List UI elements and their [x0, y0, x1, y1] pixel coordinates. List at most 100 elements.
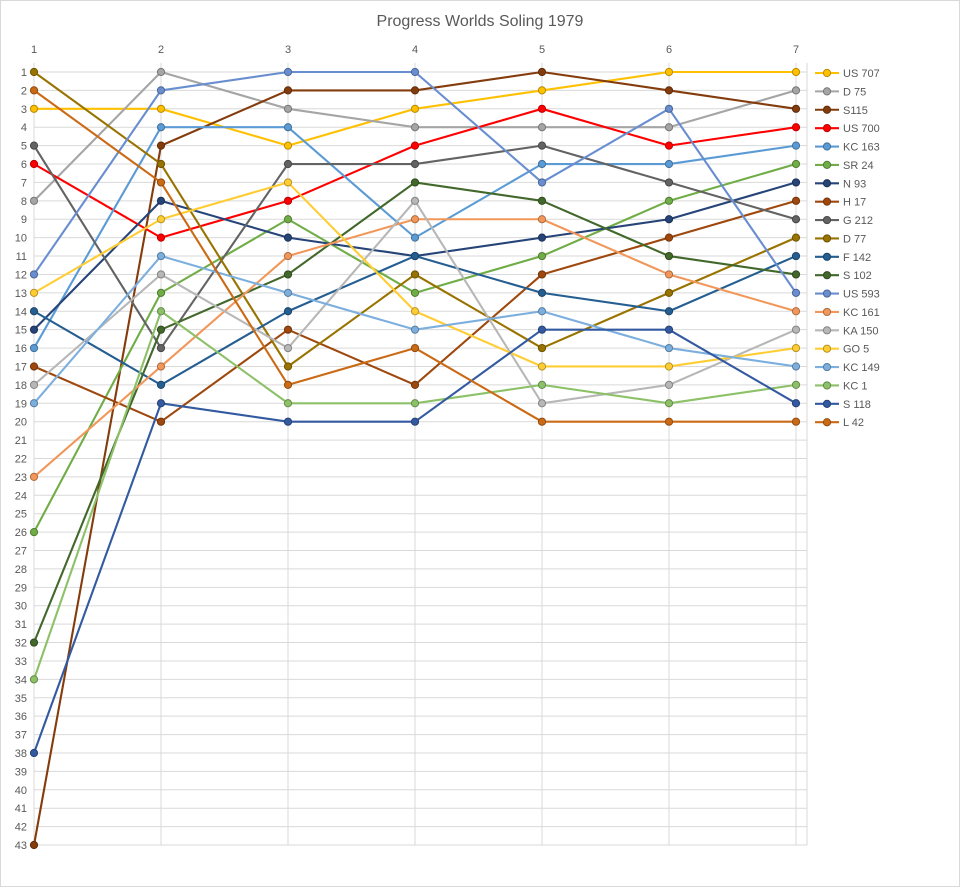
y-tick-label: 20: [15, 417, 27, 429]
legend-label: S 118: [843, 399, 871, 411]
legend-swatch-marker: [822, 215, 832, 225]
data-point-kc-1: [283, 399, 293, 408]
data-point-d-75: [410, 123, 420, 132]
legend-item-g-212: G 212: [815, 215, 873, 227]
legend-swatch-marker: [822, 179, 832, 188]
legend-swatch-marker: [822, 160, 832, 169]
data-point-ka-150: [29, 380, 39, 389]
data-point-kc-161: [664, 270, 674, 279]
legend-label: D 75: [843, 86, 866, 98]
data-point-s115: [537, 67, 547, 77]
data-point-go-5: [410, 307, 420, 316]
chart-title: Progress Worlds Soling 1979: [377, 13, 584, 30]
y-tick-label: 3: [21, 104, 27, 116]
legend-swatch-marker: [822, 344, 832, 353]
data-point-us-593: [283, 67, 293, 77]
legend-item-sr-24: SR 24: [815, 160, 874, 172]
legend-item-go-5: GO 5: [815, 344, 869, 356]
series-layer: [29, 67, 801, 850]
legend-swatch-marker: [822, 105, 832, 114]
data-point-s-102: [29, 638, 39, 647]
legend-swatch-marker: [822, 326, 832, 335]
legend-label: D 77: [843, 233, 866, 245]
legend-label: GO 5: [843, 344, 869, 356]
legend-item-ka-150: KA 150: [815, 325, 878, 337]
y-tick-label: 16: [15, 343, 27, 355]
data-point-kc-149: [537, 307, 547, 316]
data-point-s-118: [410, 417, 420, 426]
data-point-g-212: [537, 141, 547, 150]
data-point-n-93: [664, 215, 674, 224]
data-point-sr-24: [537, 251, 547, 261]
data-point-ka-150: [537, 399, 547, 408]
data-point-d-77: [410, 270, 420, 279]
data-point-kc-161: [156, 362, 166, 371]
legend-label: US 593: [843, 289, 880, 301]
y-tick-label: 6: [21, 159, 27, 171]
data-point-go-5: [537, 362, 547, 371]
data-point-n-93: [29, 325, 39, 334]
y-tick-label: 27: [15, 546, 27, 558]
data-point-kc-1: [410, 399, 420, 408]
y-tick-label: 11: [16, 251, 27, 263]
data-point-us-593: [791, 288, 801, 297]
y-tick-label: 30: [15, 601, 27, 613]
y-tick-label: 2: [21, 85, 27, 97]
data-point-ka-150: [791, 325, 801, 334]
legend-item-f-142: F 142: [815, 252, 871, 264]
data-point-s-118: [537, 325, 547, 334]
data-point-kc-1: [791, 380, 801, 389]
y-tick-label: 23: [15, 472, 27, 484]
y-tick-label: 41: [15, 803, 27, 815]
y-tick-label: 21: [15, 435, 27, 447]
data-point-n-93: [283, 233, 293, 242]
data-point-g-212: [29, 141, 39, 150]
data-point-us-707: [29, 104, 39, 113]
data-point-us-593: [29, 270, 39, 279]
legend-label: S115: [843, 105, 868, 117]
y-tick-label: 8: [21, 196, 27, 208]
legend-item-d-75: D 75: [815, 86, 866, 98]
x-tick-label: 1: [31, 44, 37, 56]
legend-label: KC 1: [843, 380, 867, 392]
legend-item-kc-161: KC 161: [815, 307, 880, 319]
y-tick-label: 37: [15, 730, 27, 742]
data-point-kc-149: [791, 362, 801, 371]
y-tick-label: 43: [15, 840, 27, 852]
y-tick-label: 34: [15, 674, 27, 686]
data-point-kc-1: [664, 399, 674, 408]
data-point-kc-161: [537, 215, 547, 224]
x-tick-label: 6: [666, 44, 672, 56]
legend-swatch-marker: [822, 381, 832, 390]
data-point-h-17: [283, 325, 293, 334]
y-tick-label: 13: [15, 288, 27, 300]
chart-legend: US 707 D 75 S115 US 700 KC 163 SR 24 N 93 H 17 G…: [815, 68, 880, 429]
legend-swatch-marker: [822, 271, 832, 280]
legend-swatch-marker: [822, 418, 832, 427]
data-point-kc-163: [664, 159, 674, 169]
data-point-kc-161: [283, 251, 293, 261]
legend-item-us-707: US 707: [815, 68, 880, 80]
data-point-s115: [156, 141, 166, 150]
data-point-n-93: [791, 178, 801, 187]
data-point-l-42: [410, 343, 420, 353]
y-tick-label: 10: [15, 233, 27, 245]
legend-item-s115: S115: [815, 105, 868, 117]
y-tick-label: 7: [21, 177, 27, 189]
y-tick-label: 5: [21, 141, 27, 153]
y-tick-label: 1: [21, 67, 27, 79]
data-point-f-142: [283, 307, 293, 316]
data-point-l-42: [156, 178, 166, 187]
data-point-d-75: [29, 196, 39, 205]
data-point-kc-163: [29, 343, 39, 353]
data-point-kc-163: [410, 233, 420, 242]
data-point-sr-24: [156, 288, 166, 297]
data-point-s-102: [791, 270, 801, 279]
data-point-s-102: [664, 251, 674, 261]
data-point-s-118: [664, 325, 674, 334]
data-point-us-700: [283, 196, 293, 205]
legend-swatch-marker: [822, 289, 832, 298]
y-tick-label: 31: [15, 619, 27, 631]
data-point-s115: [791, 104, 801, 113]
legend-item-us-700: US 700: [815, 123, 880, 135]
